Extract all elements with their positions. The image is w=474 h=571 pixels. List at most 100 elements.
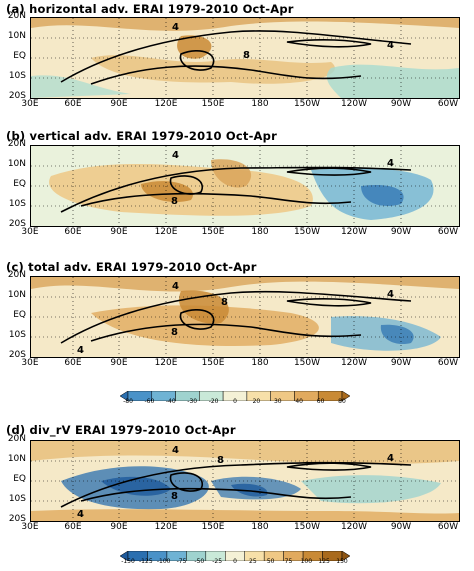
lon-tick-label: 60W (437, 227, 459, 237)
colorbar-tick-label: 25 (249, 558, 257, 565)
lat-tick-label: 10S (8, 330, 26, 340)
lon-tick-label: 120E (154, 522, 178, 532)
lat-tick-label: 20N (7, 270, 26, 280)
lat-tick-label: 10S (8, 71, 26, 81)
contour-label: 4 (172, 22, 179, 33)
lon-tick-label: 30E (21, 99, 39, 109)
lon-tick-label: 120E (154, 227, 178, 237)
lat-tick-label: EQ (13, 474, 26, 484)
colorbar-tick-label: -30 (187, 398, 198, 405)
lon-tick-label: 60W (437, 99, 459, 109)
lat-tick-label: EQ (13, 179, 26, 189)
lon-tick-label: 150W (293, 522, 321, 532)
lat-tick-label: EQ (13, 310, 26, 320)
panel-b-map: 4 8 4 (30, 145, 460, 227)
lon-tick-label: 120E (154, 99, 178, 109)
colorbar-1 (119, 386, 351, 402)
lat-tick-label: 20S (8, 91, 26, 101)
contour-label: 4 (387, 289, 394, 300)
colorbar-tick-label: -25 (212, 558, 223, 565)
lon-tick-label: 150E (201, 227, 225, 237)
colorbar-tick-label: 80 (338, 398, 346, 405)
contour-label: 8 (171, 196, 178, 207)
lat-tick-label: 20N (7, 434, 26, 444)
colorbar-tick-label: -20 (208, 398, 219, 405)
lat-tick-label: 10S (8, 199, 26, 209)
colorbar-tick-label: 150 (336, 558, 348, 565)
colorbar-tick-label: -125 (139, 558, 153, 565)
panel-c-field: 4 8 8 4 4 (31, 277, 459, 357)
contour-label: 4 (172, 150, 179, 161)
panel-b-field: 4 8 4 (31, 146, 459, 226)
lat-tick-label: 10N (7, 454, 26, 464)
lon-tick-label: 180 (251, 99, 269, 109)
lon-tick-label: 90E (110, 99, 128, 109)
contour-label: 4 (387, 453, 394, 464)
colorbar-segment (341, 550, 351, 562)
lat-tick-label: 20S (8, 350, 26, 360)
colorbar-tick-label: 50 (266, 558, 275, 565)
contour-label: 8 (243, 50, 250, 61)
colorbar-segment (341, 390, 351, 402)
lat-tick-label: 20S (8, 514, 26, 524)
lon-tick-label: 150W (293, 227, 321, 237)
lon-tick-label: 120W (340, 227, 368, 237)
lat-tick-label: EQ (13, 51, 26, 61)
contour-label: 4 (77, 345, 84, 356)
lon-tick-label: 90W (390, 227, 412, 237)
colorbar-tick-label: 20 (252, 398, 261, 405)
lon-tick-label: 150E (201, 522, 225, 532)
lon-tick-label: 90W (390, 358, 412, 368)
panel-a-map: 4 8 4 (30, 17, 460, 99)
lon-tick-label: 90E (110, 358, 128, 368)
lat-tick-label: 10N (7, 31, 26, 41)
lon-tick-label: 120E (154, 358, 178, 368)
colorbar-tick-label: -60 (144, 398, 155, 405)
lon-tick-label: 90W (390, 522, 412, 532)
contour-label: 8 (171, 327, 178, 338)
lat-tick-label: 20N (7, 139, 26, 149)
lon-tick-label: 120W (340, 99, 368, 109)
panel-c-title: (c) total adv. ERAI 1979-2010 Oct-Apr (6, 260, 257, 274)
colorbar-tick-label: -80 (123, 398, 133, 405)
lat-tick-label: 20S (8, 219, 26, 229)
lon-tick-label: 150W (293, 358, 321, 368)
lon-tick-label: 60E (64, 227, 82, 237)
panel-a-field: 4 8 4 (31, 18, 459, 98)
contour-label: 4 (387, 158, 394, 169)
lat-tick-label: 10N (7, 290, 26, 300)
colorbar-tick-label: 125 (318, 558, 330, 565)
lon-tick-label: 180 (251, 522, 269, 532)
lon-tick-label: 30E (21, 358, 39, 368)
colorbar-tick-label: 0 (233, 398, 237, 405)
lon-tick-label: 60E (64, 522, 82, 532)
colorbar-tick-label: 100 (300, 558, 313, 565)
panel-d-title: (d) div_rV ERAI 1979-2010 Oct-Apr (6, 423, 236, 437)
lon-tick-label: 120W (340, 522, 368, 532)
lon-tick-label: 60E (64, 358, 82, 368)
lat-tick-label: 20N (7, 11, 26, 21)
lon-tick-label: 90E (110, 227, 128, 237)
contour-label: 4 (172, 445, 179, 456)
contour-label: 8 (221, 297, 228, 308)
colorbar-tick-label: 0 (233, 558, 237, 565)
lon-tick-label: 180 (251, 358, 269, 368)
panel-b-title: (b) vertical adv. ERAI 1979-2010 Oct-Apr (6, 129, 277, 143)
lon-tick-label: 60E (64, 99, 82, 109)
colorbar-tick-label: -40 (165, 398, 176, 405)
colorbar-tick-label: 30 (273, 398, 282, 405)
panel-d-map: 4 8 8 4 4 (30, 440, 460, 522)
lon-tick-label: 120W (340, 358, 368, 368)
lon-tick-label: 150E (201, 358, 225, 368)
contour-label: 4 (77, 509, 84, 520)
contour-label: 8 (171, 491, 178, 502)
panel-c-map: 4 8 8 4 4 (30, 276, 460, 358)
colorbar-tick-label: -150 (121, 558, 135, 565)
contour-label: 4 (387, 40, 394, 51)
panel-d-field: 4 8 8 4 4 (31, 441, 459, 521)
lon-tick-label: 150E (201, 99, 225, 109)
panel-a-title: (a) horizontal adv. ERAI 1979-2010 Oct-A… (6, 2, 294, 16)
colorbar-tick-label: 60 (316, 398, 325, 405)
lon-tick-label: 60W (437, 358, 459, 368)
lon-tick-label: 30E (21, 522, 39, 532)
